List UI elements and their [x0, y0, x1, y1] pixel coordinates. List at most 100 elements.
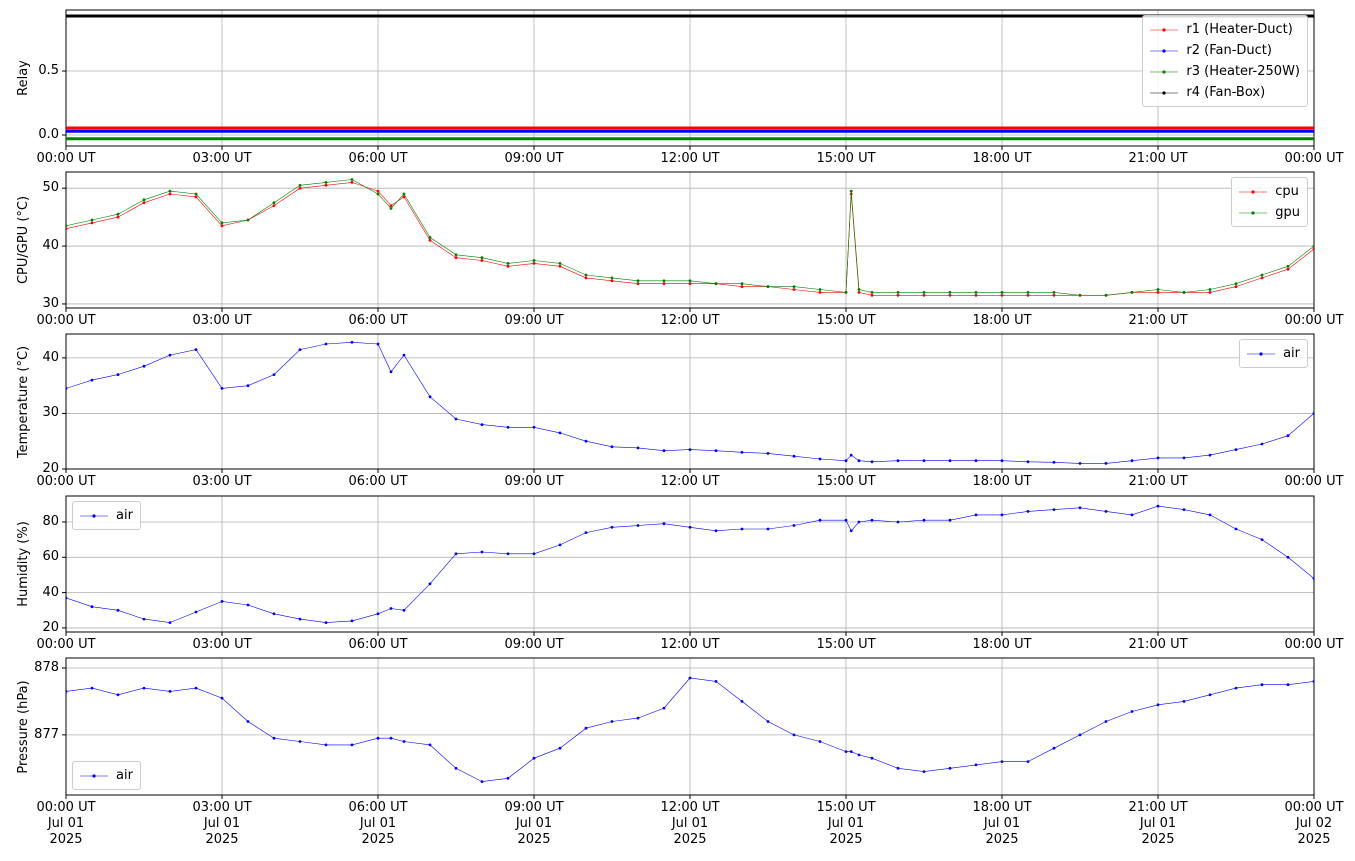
x-tick-label: 15:00 UT — [816, 151, 876, 166]
legend-swatch — [80, 513, 108, 518]
x-tick-label: 00:00 UT — [1284, 637, 1344, 652]
x-tick-label: 00:00 UT — [36, 313, 96, 328]
plot-area — [66, 14, 1314, 141]
x-tick-label: 18:00 UT — [972, 474, 1032, 489]
series-line — [66, 340, 1314, 465]
legend-entry: air — [1247, 343, 1300, 364]
x-tick-label: 00:00 UT Jul 01 2025 — [36, 800, 96, 847]
x-tick-label: 06:00 UT — [348, 637, 408, 652]
plot-area — [66, 504, 1314, 624]
y-tick-label: 30 — [42, 405, 59, 421]
x-tick-label: 03:00 UT Jul 01 2025 — [192, 800, 252, 847]
legend-label: air — [116, 767, 133, 783]
x-tick-label: 03:00 UT — [192, 637, 252, 652]
x-tick-label: 00:00 UT — [1284, 151, 1344, 166]
legend-dot — [1162, 27, 1166, 32]
series-line — [66, 504, 1314, 624]
legend-dot — [1162, 69, 1166, 74]
x-tick-label: 03:00 UT — [192, 474, 252, 489]
legend-label: r3 (Heater-250W) — [1186, 63, 1300, 79]
legend-dot — [1162, 90, 1166, 95]
y-tick-label: 50 — [42, 180, 59, 196]
y-tick-label: 30 — [42, 295, 59, 311]
x-tick-label: 15:00 UT — [816, 637, 876, 652]
legend-dot — [1251, 189, 1255, 194]
y-tick-label: 878 — [34, 660, 59, 676]
x-tick-label: 09:00 UT — [504, 313, 564, 328]
legend-swatch — [1150, 69, 1179, 74]
plot-area — [66, 676, 1314, 783]
x-tick-label: 12:00 UT — [660, 637, 720, 652]
x-tick-label: 12:00 UT — [660, 474, 720, 489]
legend-entry: r1 (Heater-Duct) — [1150, 19, 1300, 40]
legend-swatch — [1239, 189, 1268, 194]
x-tick-label: 06:00 UT — [348, 474, 408, 489]
x-tick-label: 03:00 UT — [192, 151, 252, 166]
x-tick-label: 21:00 UT Jul 01 2025 — [1128, 800, 1188, 847]
y-axis-label: CPU/GPU (°C) — [16, 195, 31, 285]
legend-dot — [1259, 351, 1263, 356]
y-axis-label: Temperature (°C) — [16, 345, 31, 458]
legend: r1 (Heater-Duct) r2 (Fan-Duct) r3 (Heater-… — [1142, 15, 1308, 107]
y-tick-label: 0.0 — [38, 126, 59, 142]
legend-label: air — [116, 507, 133, 523]
x-tick-label: 21:00 UT — [1128, 474, 1188, 489]
legend-dot — [92, 773, 96, 778]
legend-dot — [92, 513, 96, 518]
legend-swatch — [1150, 27, 1179, 32]
x-tick-label: 18:00 UT — [972, 637, 1032, 652]
x-tick-label: 09:00 UT Jul 01 2025 — [504, 800, 564, 847]
x-tick-label: 12:00 UT — [660, 313, 720, 328]
y-tick-label: 877 — [34, 726, 59, 742]
legend: air — [72, 761, 141, 790]
x-tick-label: 09:00 UT — [504, 637, 564, 652]
x-tick-label: 00:00 UT — [36, 637, 96, 652]
legend-label: r2 (Fan-Duct) — [1186, 42, 1272, 58]
axes-frame — [65, 9, 1315, 147]
legend-swatch — [1150, 48, 1179, 53]
legend-label: cpu — [1275, 183, 1299, 199]
legend-entry: air — [80, 505, 133, 526]
y-axis-label: Relay — [16, 60, 31, 96]
x-tick-label: 15:00 UT — [816, 474, 876, 489]
x-tick-label: 06:00 UT — [348, 313, 408, 328]
plot-area — [66, 178, 1314, 297]
legend-dot — [1251, 210, 1255, 215]
x-tick-label: 00:00 UT — [1284, 313, 1344, 328]
legend-entry: air — [80, 765, 133, 786]
legend-swatch — [80, 773, 108, 778]
legend-entry: r3 (Heater-250W) — [1150, 61, 1300, 82]
y-tick-label: 60 — [42, 549, 59, 565]
legend-label: r4 (Fan-Box) — [1186, 84, 1266, 100]
series-line — [66, 676, 1314, 783]
legend: air — [1239, 339, 1308, 368]
x-tick-label: 21:00 UT — [1128, 313, 1188, 328]
plot-area — [66, 340, 1314, 465]
y-tick-label: 80 — [42, 513, 59, 529]
x-tick-label: 00:00 UT — [1284, 474, 1344, 489]
x-tick-label: 18:00 UT — [972, 313, 1032, 328]
x-tick-label: 00:00 UT Jul 02 2025 — [1284, 800, 1344, 847]
series-line — [66, 178, 1314, 297]
y-tick-label: 40 — [42, 584, 59, 600]
x-tick-label: 00:00 UT — [36, 474, 96, 489]
y-tick-label: 40 — [42, 238, 59, 254]
x-tick-label: 09:00 UT — [504, 474, 564, 489]
x-tick-label: 21:00 UT — [1128, 151, 1188, 166]
legend-label: air — [1283, 345, 1300, 361]
x-tick-label: 15:00 UT Jul 01 2025 — [816, 800, 876, 847]
legend-entry: r2 (Fan-Duct) — [1150, 40, 1300, 61]
x-tick-label: 18:00 UT — [972, 151, 1032, 166]
legend-label: r1 (Heater-Duct) — [1186, 21, 1293, 37]
legend-swatch — [1239, 210, 1268, 215]
x-tick-label: 06:00 UT Jul 01 2025 — [348, 800, 408, 847]
y-tick-label: 20 — [42, 461, 59, 476]
legend-entry: gpu — [1239, 202, 1300, 223]
legend-entry: r4 (Fan-Box) — [1150, 82, 1300, 103]
x-tick-label: 09:00 UT — [504, 151, 564, 166]
x-tick-label: 15:00 UT — [816, 313, 876, 328]
x-tick-label: 06:00 UT — [348, 151, 408, 166]
legend-label: gpu — [1275, 204, 1300, 220]
